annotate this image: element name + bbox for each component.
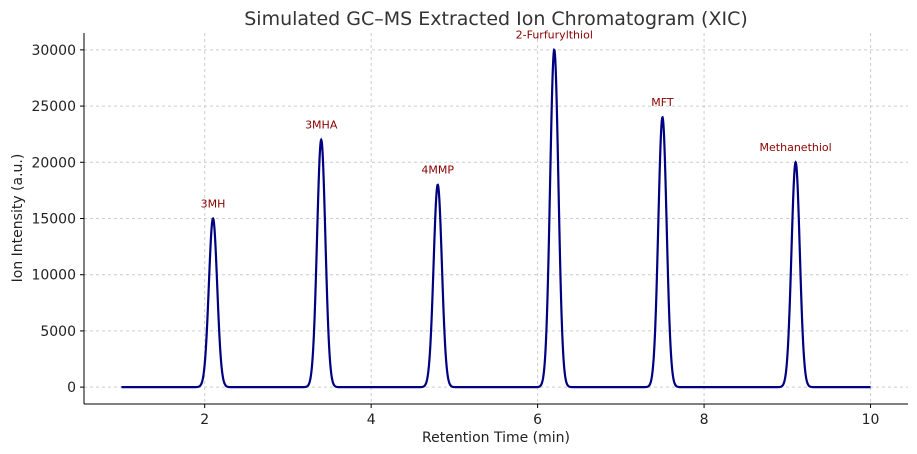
y-axis-label: Ion Intensity (a.u.) [10, 154, 26, 283]
y-tick-label: 20000 [31, 155, 76, 171]
x-tick-label: 6 [533, 412, 542, 428]
series-line [121, 47, 871, 389]
x-axis-label: Retention Time (min) [422, 430, 570, 446]
x-tick-label: 10 [862, 412, 880, 428]
x-tick-label: 4 [367, 412, 376, 428]
axis-ticks: 2 4 6 8 10 0 5000 10000 15000 20000 25000 30000 [31, 43, 879, 428]
y-tick-label: 15000 [31, 212, 76, 228]
peak-label: 4MMP [421, 164, 454, 177]
peak-labels: 3MH 3MHA 4MMP 2-Furfurylthiol MFT Methanethio… [201, 29, 832, 211]
peak-label: 3MH [201, 197, 226, 210]
x-tick-label: 2 [200, 412, 209, 428]
y-tick-label: 0 [67, 380, 76, 396]
y-tick-label: 30000 [31, 43, 76, 59]
peak-label: 2-Furfurylthiol [516, 29, 593, 42]
peak-label: 3MHA [305, 119, 338, 132]
y-tick-label: 25000 [31, 99, 76, 115]
grid [84, 33, 908, 404]
y-tick-label: 10000 [31, 268, 76, 284]
chart-title: Simulated GC–MS Extracted Ion Chromatogr… [244, 8, 748, 30]
peak-label: MFT [651, 96, 674, 109]
x-tick-label: 8 [700, 412, 709, 428]
peak-label: Methanethiol [760, 141, 832, 154]
y-tick-label: 5000 [40, 324, 76, 340]
